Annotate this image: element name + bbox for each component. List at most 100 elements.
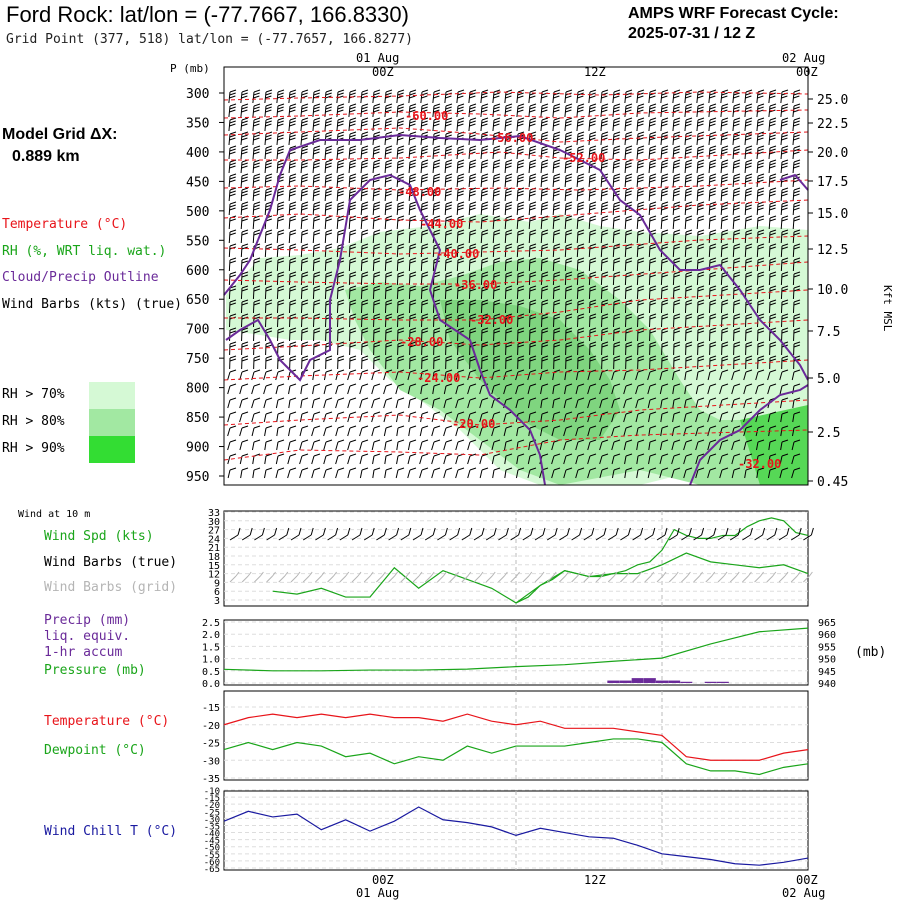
wind-barb-flag-592-0 <box>409 257 417 261</box>
true-barb-42 <box>742 534 751 541</box>
true-barb-flag-21 <box>493 527 497 536</box>
wind-barb-flag-562-0 <box>625 243 633 247</box>
wind-barb-476 <box>756 217 759 230</box>
wind-barb-flag-757-0 <box>661 299 669 303</box>
wind-barb-flag-1303-0 <box>301 467 309 471</box>
wind-barb-flag-228-2 <box>649 151 656 155</box>
wind-barb-flag-187-0 <box>733 131 741 135</box>
wind-barb-flag-1296-0 <box>793 453 801 457</box>
wind-barb-974 <box>395 371 399 381</box>
wind-barb-flag-1260-0 <box>361 453 369 457</box>
true-barb-flag-40 <box>725 527 729 536</box>
wind-barb-1277 <box>575 455 579 465</box>
wind-barb-flag-409-0 <box>517 201 525 205</box>
wind-barb-flag-644-0 <box>457 271 465 275</box>
wind-barb-flag-134-1 <box>673 120 680 124</box>
wind-barb-flag-778-0 <box>337 313 345 317</box>
wind-barb-flag-228-0 <box>649 145 657 149</box>
wind-barb-flag-511-1 <box>589 232 596 236</box>
wind-speed-tick-10: 33 <box>208 508 220 519</box>
wind-barb-flag-765-1 <box>757 302 765 306</box>
wind-barb-flag-497-1 <box>421 232 428 236</box>
wind-barb-flag-70-1 <box>481 106 488 110</box>
wind-barb-flag-285-2 <box>757 165 764 169</box>
wind-barb-flag-391-2 <box>301 207 308 211</box>
wind-barb-flag-944-0 <box>601 355 609 359</box>
wind-barb-1263 <box>407 455 411 465</box>
wind-barb-464 <box>612 217 615 230</box>
true-barb-44 <box>766 534 776 541</box>
wind-barb-flag-1238-0 <box>673 439 681 443</box>
wind-barb-1318 <box>492 469 495 479</box>
pressure-tick-label-2: 400 <box>186 146 209 161</box>
wind-barb-flag-223-1 <box>589 148 596 152</box>
temperature-label: Temperature (°C) <box>44 714 170 729</box>
wind-barb-flag-92-1 <box>745 106 752 110</box>
wind-barb-flag-912-0 <box>793 341 801 345</box>
wind-barb-flag-691-1 <box>445 288 453 292</box>
wind-barb-flag-349-0 <box>373 187 381 191</box>
wind-barb-flag-707-1 <box>637 288 645 292</box>
grid-barb-33 <box>632 575 639 583</box>
wind-barb-flag-74-2 <box>529 109 536 113</box>
wind-barb-flag-478-1 <box>769 218 776 222</box>
wind-barb-469 <box>672 217 675 230</box>
wind-barb-flag-473-1 <box>709 218 716 222</box>
wind-barb-flag-941-0 <box>565 355 573 359</box>
wind-barb-flag-560-1 <box>601 246 608 250</box>
wind-barb-1342 <box>779 469 783 479</box>
wind-barb-flag-202-0 <box>337 145 345 149</box>
wind-barb-1159 <box>311 427 315 437</box>
wind-barb-flag-121-1 <box>517 120 524 124</box>
wind-barb-flag-693-1 <box>469 288 477 292</box>
wind-barb-flag-132-0 <box>649 117 657 121</box>
wind-barb-flag-936-0 <box>505 355 513 359</box>
wind-barb-543 <box>408 245 411 258</box>
wind-barb-flag-734-0 <box>385 299 393 303</box>
true-barb-15 <box>412 534 422 541</box>
wind-barb-flag-45-2 <box>757 95 764 99</box>
wind-barb-flag-302-2 <box>385 179 392 183</box>
wind-barb-flag-792-1 <box>505 316 513 320</box>
grid-barb-46 <box>790 575 798 583</box>
wind-barb-flag-1178-0 <box>529 425 537 429</box>
wind-barb-flag-1007-0 <box>781 369 789 373</box>
wind-barb-516 <box>660 231 663 244</box>
wind-barb-1008 <box>227 385 231 395</box>
precip-bar-4 <box>656 680 668 683</box>
wind-barb-flag-722-0 <box>241 299 249 303</box>
wind-barb-flag-947-1 <box>637 358 645 362</box>
wind-barb-556 <box>564 245 567 258</box>
wind-barb-flag-52-0 <box>265 103 273 107</box>
wind-barb-flag-275-0 <box>637 159 645 163</box>
wind-barb-743 <box>504 301 507 314</box>
wind-barb-flag-1326-0 <box>577 467 585 471</box>
wind-barb-flag-547-1 <box>445 246 452 250</box>
wind-barb-flag-389-2 <box>277 207 284 211</box>
windchill-tick-9: -55 <box>204 851 220 861</box>
wind-barb-flag-869-1 <box>277 344 285 348</box>
wind-barb-flag-249-2 <box>325 165 332 169</box>
legend-rh: RH (%, WRT liq. wat.) <box>2 244 167 259</box>
wind-barb-flag-827-1 <box>349 330 357 334</box>
wind-barb-flag-132-1 <box>649 120 656 124</box>
wind-barb-flag-434-1 <box>241 218 248 222</box>
wind-barb-flag-746-0 <box>529 299 537 303</box>
wind-barb-1176 <box>516 427 519 437</box>
wind-barb-flag-125-2 <box>565 123 572 127</box>
wind-barb-flag-412-1 <box>553 204 560 208</box>
wind-barb-flag-440-1 <box>313 218 320 222</box>
wind-barb-flag-744-1 <box>505 302 513 306</box>
wind-barb-flag-210-0 <box>433 145 441 149</box>
wind-barb-flag-312-0 <box>505 173 513 177</box>
true-barb-flag-39 <box>713 527 717 536</box>
wind-barb-flag-629-0 <box>277 271 285 275</box>
wind-barb-flag-1332-0 <box>649 467 657 471</box>
wind-barb-flag-758-0 <box>673 299 681 303</box>
wind-barb-657 <box>624 273 627 286</box>
wind-barb-flag-724-1 <box>265 302 273 306</box>
wind-barb-643 <box>456 273 459 286</box>
wind-barb-flag-183-0 <box>685 131 693 135</box>
wind-barb-flag-44-2 <box>745 95 752 99</box>
grid-barb-22 <box>498 575 505 583</box>
